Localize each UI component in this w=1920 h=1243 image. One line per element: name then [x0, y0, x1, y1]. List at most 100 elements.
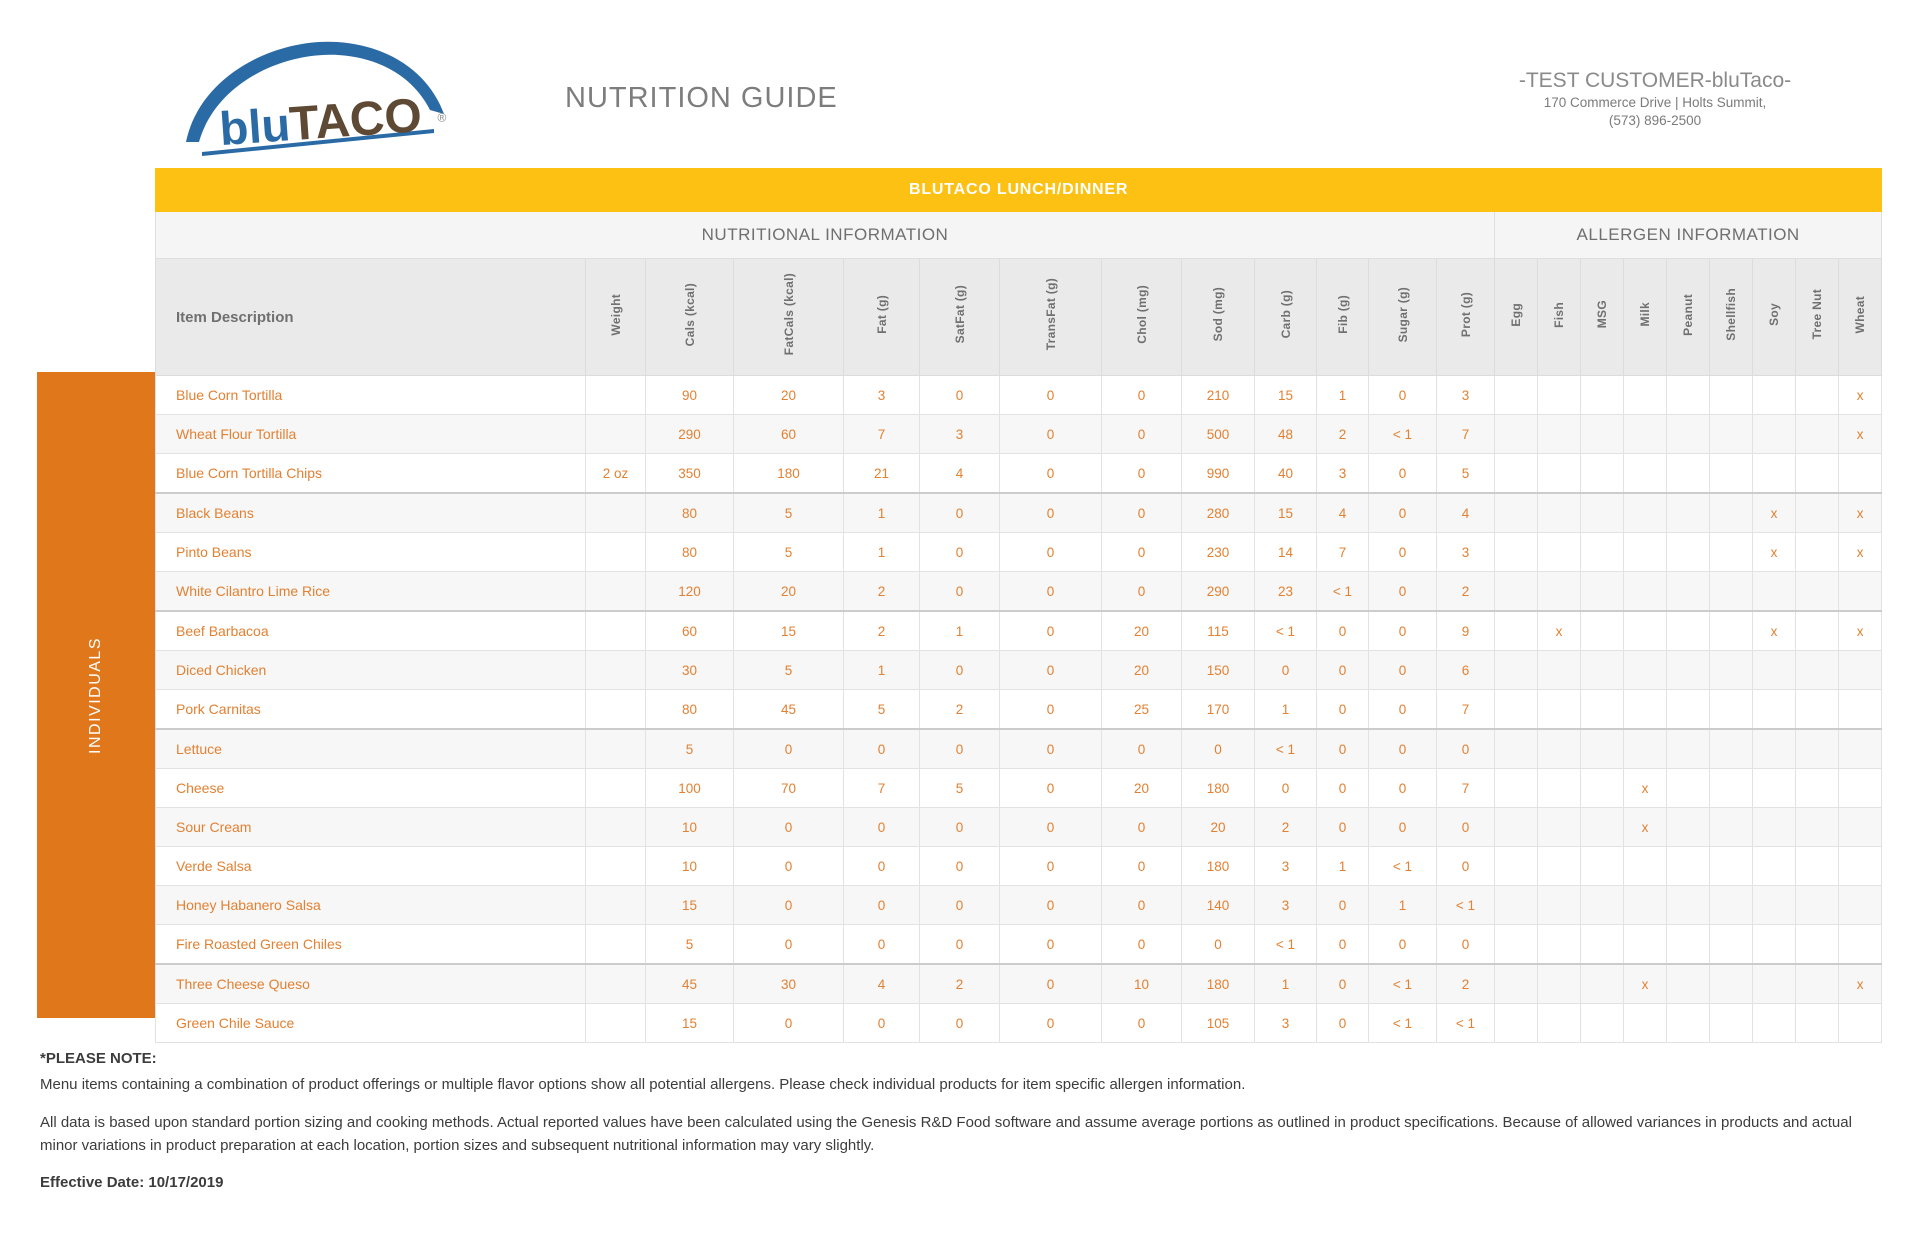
value-cell: 48 — [1254, 414, 1317, 454]
allergen-cell — [1537, 414, 1581, 454]
item-cell: Pinto Beans — [155, 532, 586, 572]
column-header-label: Shellfish — [1724, 288, 1738, 341]
allergen-cell — [1795, 453, 1839, 494]
value-cell: 9 — [1436, 610, 1495, 651]
item-cell: Green Chile Sauce — [155, 1003, 586, 1043]
menu-banner: BLUTACO LUNCH/DINNER — [154, 168, 1883, 212]
allergen-cell — [1666, 689, 1710, 730]
allergen-cell — [1666, 768, 1710, 808]
allergen-cell — [1537, 963, 1581, 1004]
value-cell: 0 — [999, 768, 1102, 808]
value-cell: 5 — [645, 728, 734, 769]
allergen-cell — [1795, 492, 1839, 533]
allergen-cell — [1666, 650, 1710, 690]
allergen-cell — [1666, 846, 1710, 886]
value-cell: 3 — [843, 375, 920, 415]
column-header-label: Tree Nut — [1810, 289, 1824, 340]
value-cell: 500 — [1181, 414, 1255, 454]
allergen-cell — [1623, 846, 1667, 886]
allergen-cell — [1580, 807, 1624, 847]
item-cell: Sour Cream — [155, 807, 586, 847]
item-description-header: Item Description — [155, 258, 586, 376]
value-cell: 15 — [733, 610, 844, 651]
value-cell: 5 — [919, 768, 1000, 808]
value-cell: 1 — [1368, 885, 1437, 925]
allergen-cell — [1494, 728, 1538, 769]
value-cell: 0 — [919, 375, 1000, 415]
value-cell: 1 — [1254, 689, 1317, 730]
value-cell: 0 — [999, 650, 1102, 690]
allergen-cell — [1752, 728, 1796, 769]
value-cell: 0 — [733, 885, 844, 925]
allergen-cell — [1752, 650, 1796, 690]
allergen-cell — [1752, 571, 1796, 612]
value-cell: 350 — [645, 453, 734, 494]
table-row: Cheese 100 70 7 5 0 20 180 0 0 0 7 x — [155, 768, 1883, 808]
allergen-cell — [1666, 414, 1710, 454]
value-cell: 0 — [919, 532, 1000, 572]
allergen-cell — [1837, 453, 1883, 494]
column-header: Weight — [585, 258, 646, 376]
group-band-label: INDIVIDUALS — [87, 636, 104, 754]
value-cell: < 1 — [1436, 1003, 1495, 1043]
value-cell: 180 — [1181, 768, 1255, 808]
value-cell: 5 — [1436, 453, 1495, 494]
value-cell: 0 — [1436, 846, 1495, 886]
allergen-cell — [1494, 807, 1538, 847]
allergen-cell — [1666, 885, 1710, 925]
column-header-label: SatFat (g) — [952, 285, 967, 344]
value-cell: 2 — [919, 689, 1000, 730]
value-cell: 0 — [1368, 650, 1437, 690]
allergen-cell — [1709, 846, 1753, 886]
table-row: White Cilantro Lime Rice 120 20 2 0 0 0 290 23 < … — [155, 571, 1883, 612]
value-cell: 0 — [919, 492, 1000, 533]
value-cell: 7 — [1316, 532, 1369, 572]
value-cell: 230 — [1181, 532, 1255, 572]
value-cell: 45 — [733, 689, 844, 730]
value-cell: 115 — [1181, 610, 1255, 651]
column-header-label: Cals (kcal) — [682, 282, 697, 347]
value-cell: 0 — [999, 1003, 1102, 1043]
allergen-cell — [1837, 571, 1883, 612]
value-cell: 25 — [1101, 689, 1182, 730]
value-cell: 4 — [1316, 492, 1369, 533]
value-cell: < 1 — [1254, 728, 1317, 769]
customer-address: 170 Commerce Drive | Holts Summit, — [1543, 95, 1767, 110]
allergen-cell — [1494, 571, 1538, 612]
table-row: Pork Carnitas 80 45 5 2 0 25 170 1 0 0 7 — [155, 689, 1883, 730]
menu-banner-row: BLUTACO LUNCH/DINNER — [154, 168, 1883, 212]
item-cell: Three Cheese Queso — [155, 963, 586, 1004]
allergen-cell — [1580, 650, 1624, 690]
item-cell: Verde Salsa — [155, 846, 586, 886]
allergen-cell — [1709, 768, 1753, 808]
allergen-cell — [1494, 610, 1538, 651]
value-cell: 0 — [1368, 571, 1437, 612]
value-cell: 0 — [999, 492, 1102, 533]
value-cell: 2 — [843, 610, 920, 651]
value-cell: 105 — [1181, 1003, 1255, 1043]
value-cell: 45 — [645, 963, 734, 1004]
column-header-label: Wheat — [1853, 295, 1868, 334]
item-cell: Blue Corn Tortilla — [155, 375, 586, 415]
value-cell: 0 — [1101, 375, 1182, 415]
allergen-cell — [1795, 1003, 1839, 1043]
value-cell: 140 — [1181, 885, 1255, 925]
value-cell: 0 — [733, 807, 844, 847]
allergen-cell — [1537, 453, 1581, 494]
value-cell: 0 — [1316, 924, 1369, 965]
value-cell: 2 — [1316, 414, 1369, 454]
allergen-cell — [1752, 1003, 1796, 1043]
allergen-cell — [1752, 885, 1796, 925]
value-cell: 40 — [1254, 453, 1317, 494]
value-cell: 0 — [1101, 924, 1182, 965]
allergen-cell — [1666, 1003, 1710, 1043]
item-cell: Diced Chicken — [155, 650, 586, 690]
value-cell: 0 — [1316, 689, 1369, 730]
allergen-cell — [1709, 728, 1753, 769]
allergen-cell — [1666, 532, 1710, 572]
allergen-cell — [1580, 610, 1624, 651]
allergen-cell — [1494, 532, 1538, 572]
allergen-cell: x — [1837, 375, 1883, 415]
allergen-cell — [1494, 492, 1538, 533]
